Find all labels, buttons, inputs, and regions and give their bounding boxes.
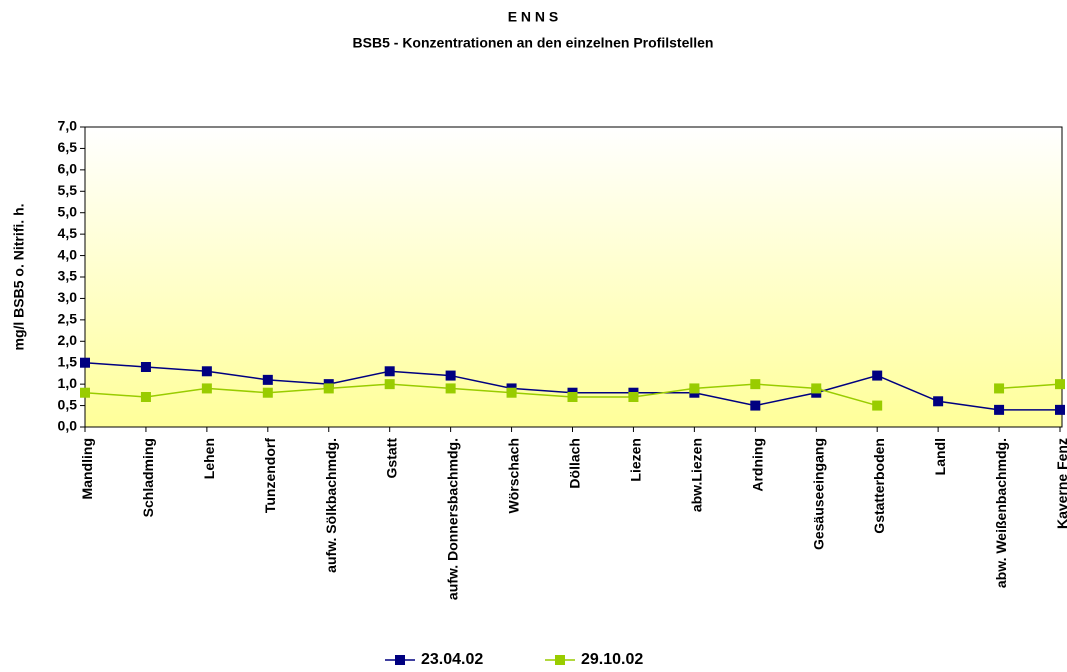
x-tick-label: Kaverne Fenz [1054,438,1067,530]
x-tick-label: abw.Liezen [688,438,705,513]
point-marker [201,383,212,394]
x-tick-label: Liezen [627,438,644,482]
point-marker [140,362,151,372]
x-tick-label: Lehen [200,438,217,480]
y-tick-label: 4,5 [58,225,78,241]
x-tick-label: Gesäuseeingang [810,438,827,551]
point-marker [262,374,273,385]
x-tick-label: Schladming [139,438,156,518]
y-tick-label: 5,5 [58,182,78,198]
point-marker [80,357,90,368]
point-marker [445,370,456,381]
point-marker [323,383,334,394]
x-tick-label: Landl [932,438,949,476]
point-marker [567,392,578,402]
point-marker [140,392,151,402]
point-marker [811,383,822,394]
x-tick-label: abw. Weißenbachmdg. [993,438,1010,589]
y-tick-label: 6,0 [58,161,78,177]
y-tick-label: 2,0 [58,332,78,348]
y-tick-label: 3,5 [58,268,78,284]
x-tick-label: Gstatterboden [871,438,888,534]
legend-marker [555,655,565,665]
point-marker [1055,379,1065,390]
chart-subtitle: BSB5 - Konzentrationen an den einzelnen … [353,35,714,51]
series-line [84,383,878,407]
legend-label: 23.04.02 [421,651,483,668]
x-tick-label: Mandling [79,438,95,500]
point-marker [689,383,700,394]
y-tick-label: 4,0 [58,246,78,262]
point-marker [80,387,90,398]
y-tick-label: 7,0 [58,118,78,134]
legend-marker [395,655,405,665]
y-tick-label: 2,5 [58,311,78,327]
legend-label: 29.10.02 [581,651,643,668]
series-line [999,383,1061,390]
point-marker [994,404,1005,415]
x-tick-label: Tunzendorf [261,438,278,514]
x-tick-label: Gstatt [383,438,400,479]
point-marker [201,366,212,377]
plot-area [84,126,1063,428]
point-marker [384,379,395,390]
y-tick-label: 0,0 [58,418,78,434]
point-marker [872,370,883,381]
point-marker [933,396,944,407]
point-marker [750,379,761,390]
point-marker [750,400,761,411]
x-tick-label: aufw. Sölkbachmdg. [322,438,339,573]
y-tick-label: 1,5 [58,353,78,369]
point-marker [994,383,1005,394]
y-axis-label: mg/l BSB5 o. Nitrifi. h. [11,203,27,350]
point-marker [628,392,639,402]
x-tick-label: Ardning [749,438,766,492]
x-tick-label: Wörschach [505,438,522,514]
y-tick-label: 6,5 [58,139,78,155]
point-marker [262,387,273,398]
point-marker [506,387,517,398]
point-marker [384,366,395,377]
y-tick-label: 1,0 [58,375,78,391]
x-tick-label: aufw. Donnersbachmdg. [444,438,461,601]
x-tick-label: Döllach [566,438,583,489]
y-tick-label: 3,0 [58,289,78,305]
point-marker [445,383,456,394]
point-marker [872,400,883,411]
point-marker [1055,404,1065,415]
y-tick-label: 5,0 [58,203,78,219]
y-tick-label: 0,5 [58,396,78,412]
chart-title: E N N S [508,9,559,25]
